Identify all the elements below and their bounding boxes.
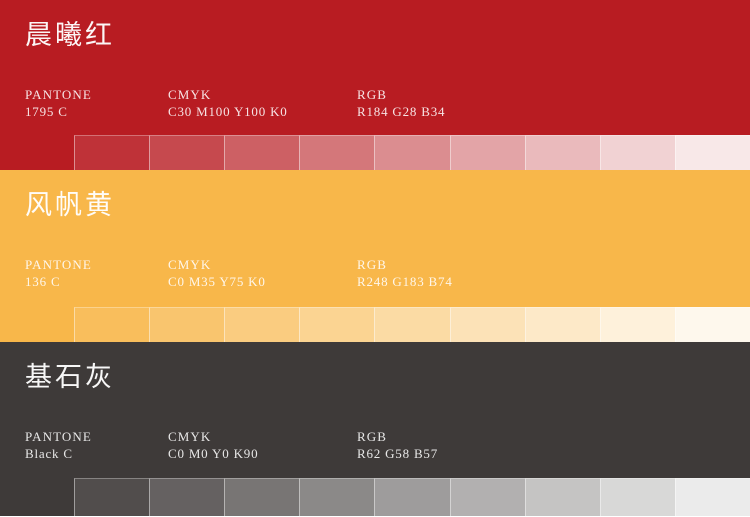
tint-swatch xyxy=(374,135,450,170)
tint-swatch xyxy=(599,478,675,516)
cmyk-spec: CMYK C0 M0 Y0 K90 xyxy=(168,428,258,462)
tint-swatch xyxy=(374,478,450,516)
cmyk-value: C30 M100 Y100 K0 xyxy=(168,104,288,119)
cmyk-label: CMYK xyxy=(168,257,212,272)
cmyk-value: C0 M0 Y0 K90 xyxy=(168,446,259,461)
tint-swatch xyxy=(149,135,225,170)
pantone-label: PANTONE xyxy=(25,257,92,272)
tint-swatch xyxy=(674,135,750,170)
tint-swatch xyxy=(224,478,300,516)
rgb-label: RGB xyxy=(357,87,388,102)
tint-swatch xyxy=(524,478,600,516)
tint-swatch xyxy=(524,135,600,170)
pantone-spec: PANTONE 136 C xyxy=(25,256,92,290)
tint-swatch xyxy=(74,135,150,170)
tint-swatch xyxy=(0,307,75,342)
pantone-value: Black C xyxy=(25,446,73,461)
tint-swatch xyxy=(674,307,750,342)
tint-swatch xyxy=(674,478,750,516)
rgb-label: RGB xyxy=(357,257,388,272)
tint-row xyxy=(0,307,750,342)
tint-row xyxy=(0,478,750,517)
tint-swatch xyxy=(299,478,375,516)
tint-swatch xyxy=(299,135,375,170)
color-section-red: 晨曦红 PANTONE 1795 C CMYK C30 M100 Y100 K0… xyxy=(0,0,750,170)
color-name: 风帆黄 xyxy=(25,190,115,220)
rgb-value: R62 G58 B57 xyxy=(357,446,439,461)
tint-swatch xyxy=(0,478,75,516)
tint-row xyxy=(0,135,750,170)
pantone-spec: PANTONE 1795 C xyxy=(25,86,92,120)
rgb-spec: RGB R248 G183 B74 xyxy=(357,256,453,290)
cmyk-spec: CMYK C0 M35 Y75 K0 xyxy=(168,256,266,290)
rgb-value: R248 G183 B74 xyxy=(357,274,453,289)
tint-swatch xyxy=(524,307,600,342)
cmyk-value: C0 M35 Y75 K0 xyxy=(168,274,266,289)
tint-swatch xyxy=(374,307,450,342)
pantone-value: 1795 C xyxy=(25,104,68,119)
pantone-label: PANTONE xyxy=(25,87,92,102)
color-section-yellow: 风帆黄 PANTONE 136 C CMYK C0 M35 Y75 K0 RGB… xyxy=(0,170,750,342)
tint-swatch xyxy=(449,135,525,170)
tint-swatch xyxy=(224,135,300,170)
tint-swatch xyxy=(224,307,300,342)
rgb-spec: RGB R184 G28 B34 xyxy=(357,86,445,120)
rgb-value: R184 G28 B34 xyxy=(357,104,446,119)
cmyk-spec: CMYK C30 M100 Y100 K0 xyxy=(168,86,288,120)
rgb-label: RGB xyxy=(357,429,388,444)
pantone-spec: PANTONE Black C xyxy=(25,428,92,462)
pantone-label: PANTONE xyxy=(25,429,92,444)
tint-swatch xyxy=(449,307,525,342)
color-specs: PANTONE 1795 C CMYK C30 M100 Y100 K0 RGB… xyxy=(0,86,750,122)
tint-swatch xyxy=(0,135,75,170)
tint-swatch xyxy=(149,307,225,342)
tint-swatch xyxy=(599,307,675,342)
color-specs: PANTONE Black C CMYK C0 M0 Y0 K90 RGB R6… xyxy=(0,428,750,464)
color-specs: PANTONE 136 C CMYK C0 M35 Y75 K0 RGB R24… xyxy=(0,256,750,292)
tint-swatch xyxy=(74,478,150,516)
cmyk-label: CMYK xyxy=(168,429,212,444)
cmyk-label: CMYK xyxy=(168,87,212,102)
tint-swatch xyxy=(149,478,225,516)
color-name: 基石灰 xyxy=(25,362,115,392)
color-name: 晨曦红 xyxy=(25,20,115,50)
tint-swatch xyxy=(299,307,375,342)
rgb-spec: RGB R62 G58 B57 xyxy=(357,428,438,462)
color-section-gray: 基石灰 PANTONE Black C CMYK C0 M0 Y0 K90 RG… xyxy=(0,342,750,517)
tint-swatch xyxy=(449,478,525,516)
pantone-value: 136 C xyxy=(25,274,61,289)
tint-swatch xyxy=(74,307,150,342)
tint-swatch xyxy=(599,135,675,170)
